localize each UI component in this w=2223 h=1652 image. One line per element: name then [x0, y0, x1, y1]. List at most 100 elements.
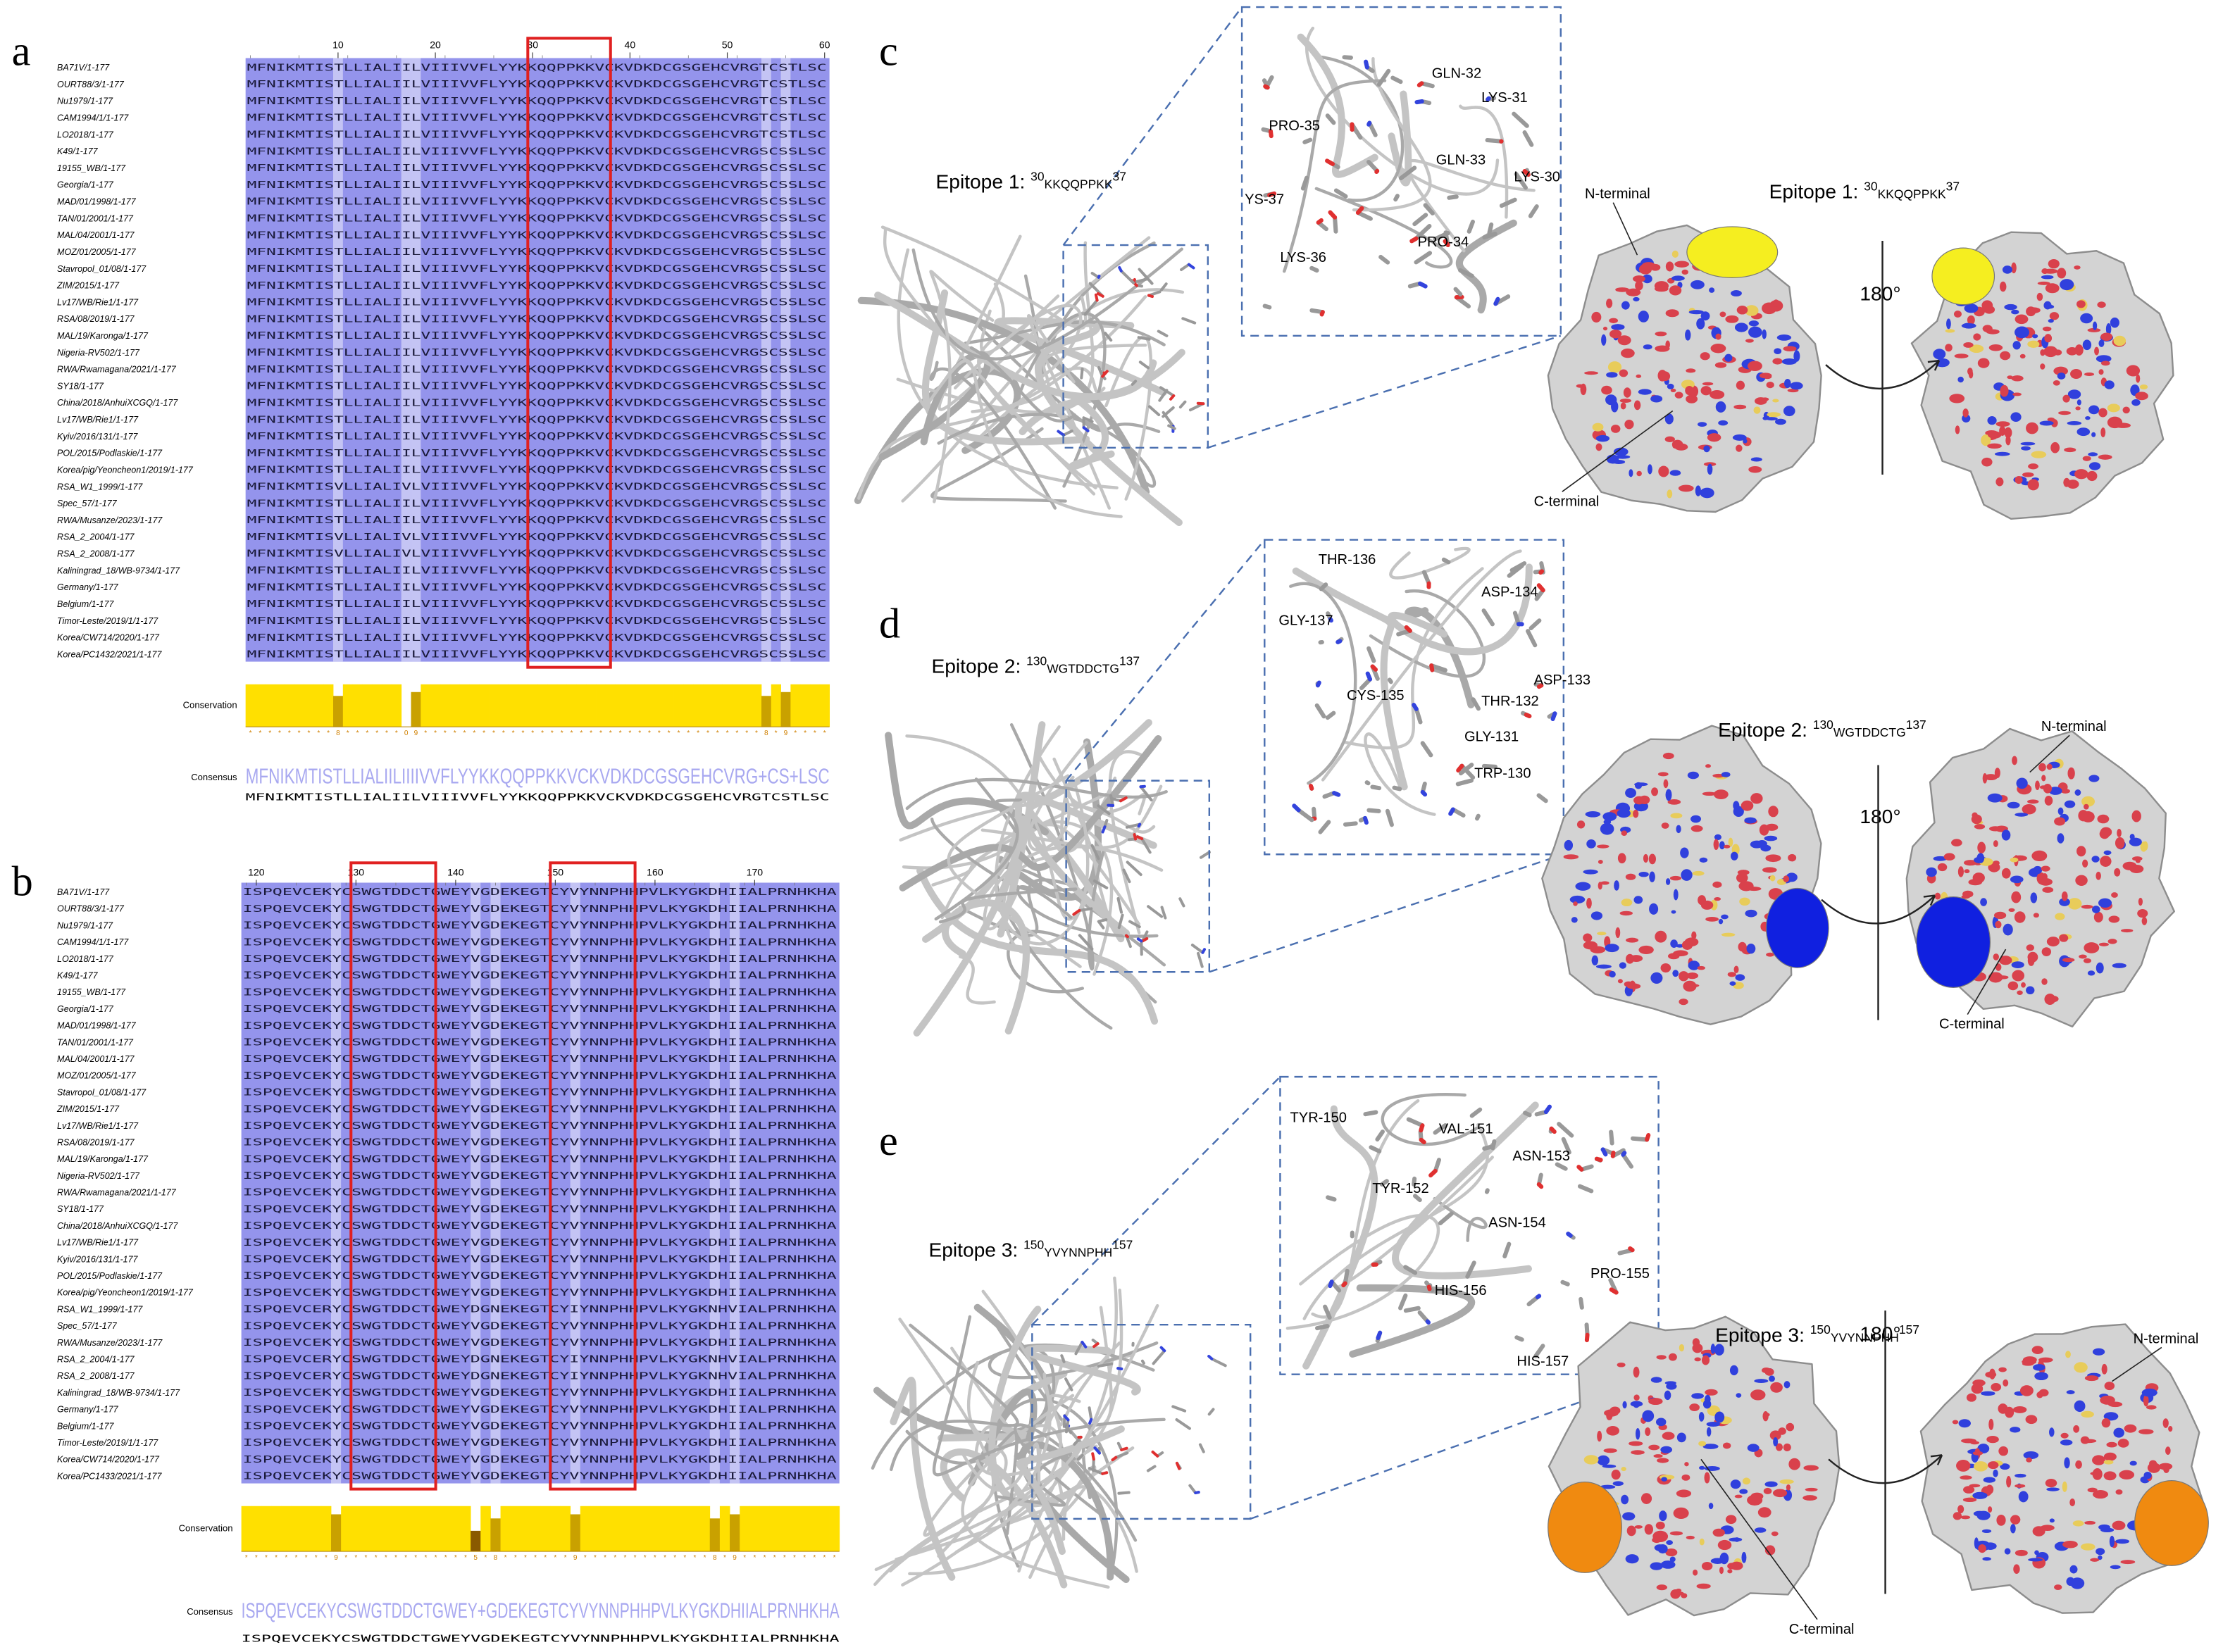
conservation-bar: [769, 1506, 780, 1552]
stick: [1512, 111, 1529, 128]
panel-label: c: [879, 28, 898, 75]
surface-patch: [1675, 1588, 1682, 1593]
surface-patch: [1623, 387, 1631, 398]
conservation-bar: [245, 684, 256, 727]
sequence-name: Spec_57/1-177: [57, 1321, 118, 1331]
surface-patch: [1689, 1403, 1700, 1412]
conservation-mark: *: [255, 1554, 258, 1562]
sequence: MFNIKMTISTLLIALIILVIIIVVFLYYKKQQPPKKVCKV…: [247, 633, 827, 644]
surface-patch: [2041, 775, 2046, 782]
ribbon: [857, 295, 1147, 500]
surface-patch: [1730, 1479, 1741, 1489]
epitope-title-part: Epitope 1:: [1769, 181, 1864, 203]
rotation-arrowhead: [1923, 894, 1936, 906]
ribbon: [938, 234, 1151, 411]
ribbon: [1389, 546, 1471, 580]
conservation-mark: *: [454, 730, 456, 737]
surface-patch: [1625, 873, 1636, 880]
surface-patch: [2039, 420, 2054, 426]
surface-patch: [1739, 1489, 1748, 1494]
sequence: MFNIKMTISTLLIALIILVIIIVVFLYYKKQQPPKKVCKV…: [247, 214, 827, 225]
surface-patch: [2060, 1439, 2073, 1446]
surface-patch: [1974, 1461, 1988, 1472]
stick: [1458, 268, 1474, 278]
stick: [1078, 907, 1093, 912]
sequence: ISPQEVCEKYCSWGTDDCTGWEYVGDEKEGTCYVYNNPHH…: [243, 1204, 837, 1215]
surface-patch: [1972, 1451, 1984, 1456]
surface-patch: [1590, 911, 1603, 920]
stick: [1453, 287, 1463, 296]
conservation-mark: 8: [713, 1554, 717, 1562]
sequence: ISPQEVCEKYCSWGTDDCTGWEYVGDEKEGTCYVYNNPHH…: [243, 904, 837, 915]
conservation-mark: *: [502, 730, 505, 737]
conservation-mark: *: [288, 730, 291, 737]
surface-patch: [1963, 1486, 1975, 1494]
surface-patch: [2033, 913, 2039, 918]
surface-patch: [2053, 366, 2069, 376]
surface-patch: [1631, 1450, 1645, 1455]
surface-patch: [2080, 313, 2093, 324]
conservation-bar: [789, 1506, 800, 1552]
surface-patch: [1705, 764, 1711, 768]
surface-patch: [2092, 1348, 2105, 1356]
conservation-bar: [771, 684, 781, 727]
sequence-name: Korea/CW714/2020/1-177: [57, 633, 160, 643]
sequence-name: SY18/1-177: [57, 1204, 104, 1214]
surface-patch: [1678, 484, 1694, 492]
surface-patch: [2012, 1406, 2027, 1413]
consensus-sequence: ISPQEVCEKYCSWGTDDCTGWEYVGDEKEGTCYVYNNPHH…: [242, 1634, 840, 1644]
surface-patch: [1774, 348, 1782, 354]
surface-patch: [2135, 859, 2141, 863]
rotation-arrowhead: [1930, 1454, 1943, 1465]
stick: [1555, 1162, 1568, 1171]
surface-patch: [1707, 463, 1713, 475]
sequence-name: Kyiv/2016/131/1-177: [57, 432, 138, 442]
surface-patch: [1688, 310, 1704, 315]
residue-label: THR-136: [1319, 552, 1376, 568]
surface-patch: [2120, 1560, 2136, 1565]
surface-patch: [1583, 941, 1598, 950]
residue-label: HIS-157: [1517, 1354, 1569, 1370]
stick: [1423, 203, 1435, 215]
conservation-mark: *: [385, 1554, 387, 1562]
sequence-name: Korea/pig/Yeoncheon1/2019/1-177: [57, 465, 194, 475]
surface-patch: [1657, 1458, 1669, 1463]
stick: [1109, 794, 1115, 807]
conservation-mark: *: [524, 1554, 527, 1562]
surface-patch: [2122, 406, 2130, 414]
conservation-mark: 8: [336, 730, 340, 737]
surface-patch: [1746, 943, 1756, 954]
surface-patch: [1660, 1446, 1673, 1453]
stick-atom: [1187, 263, 1195, 270]
sequence: MFNIKMTISTLLIALIILVIIIVVFLYYKKQQPPKKVCKV…: [247, 80, 827, 90]
sequence-name: Georgia/1-177: [57, 1004, 114, 1014]
conservation-bar: [620, 1506, 630, 1552]
stick: [1296, 808, 1314, 822]
stick-atom: [1082, 426, 1090, 432]
surface-patch: [1710, 389, 1725, 399]
stick-atom: [1376, 1330, 1383, 1341]
stick: [1441, 557, 1451, 565]
surface-patch: [2084, 942, 2100, 953]
surface-patch: [1761, 397, 1769, 401]
stick: [1514, 172, 1528, 190]
conservation-mark: *: [561, 730, 563, 737]
conservation-mark: *: [327, 730, 330, 737]
zoom-line: [1062, 6, 1243, 246]
surface-patch: [1603, 1448, 1617, 1453]
conservation-mark: *: [584, 1554, 587, 1562]
surface-patch: [2079, 954, 2087, 959]
surface-patch: [2046, 937, 2060, 947]
sequence-name: OURT88/3/1-177: [57, 80, 125, 89]
sequence: MFNIKMTISTLLIALIILVIIIVVFLYYKKQQPPKKVCKV…: [247, 247, 827, 258]
conservation-mark: *: [521, 730, 524, 737]
ruler-label: 10: [332, 39, 344, 50]
surface-patch: [1584, 371, 1598, 375]
stick-atom: [1576, 1165, 1584, 1172]
conservation-bar: [780, 692, 791, 727]
sequence: MFNIKMTISTLLIALIILVIIIVVFLYYKKQQPPKKVCKV…: [247, 180, 827, 191]
surface-patch: [1995, 421, 2010, 427]
surface-patch: [2015, 813, 2029, 817]
surface-patch: [1606, 1426, 1619, 1436]
surface-patch: [2073, 1425, 2080, 1433]
